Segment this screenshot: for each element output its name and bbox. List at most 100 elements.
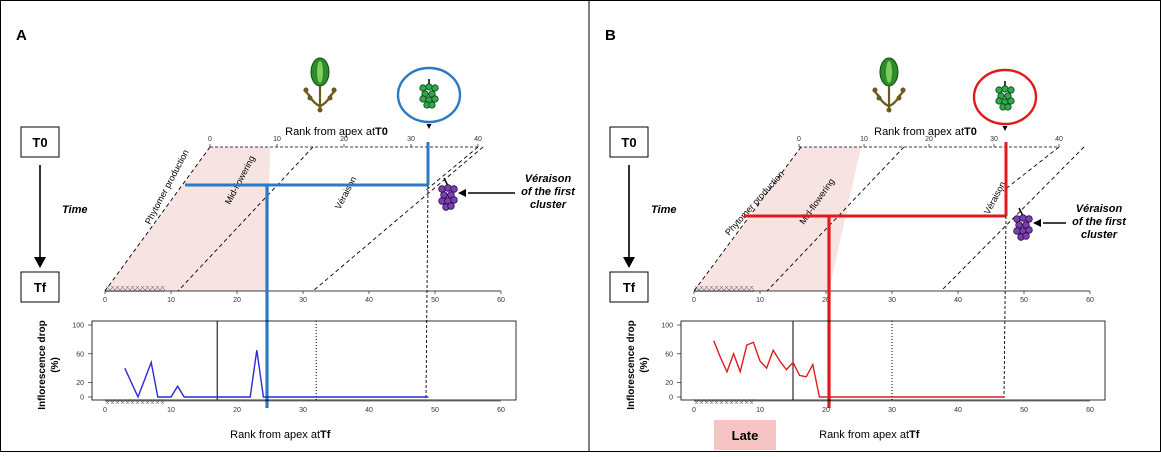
bottom-axis-hatch [105, 286, 165, 292]
tf-label: Tf [623, 280, 636, 295]
plot-x-tick-label: 50 [1020, 407, 1028, 414]
plot-y-tick-label: 20 [665, 380, 673, 387]
green-grape-icon [419, 79, 439, 109]
grape-berry [419, 95, 427, 103]
grape-berry [1004, 103, 1012, 111]
flower-stamen [307, 95, 313, 101]
plot-y-tick-label: 100 [72, 323, 84, 330]
bottom-axis-label-bold: Tf [320, 429, 331, 441]
phase-label: Véraison [333, 175, 359, 211]
top-axis-tick-label: 0 [797, 136, 801, 143]
purple-grape-berry [1025, 215, 1033, 223]
purple-grape-berry [444, 184, 452, 192]
purple-grape-berry [1025, 226, 1033, 234]
circle-pointer-head [1002, 126, 1008, 131]
t0-box [20, 126, 60, 158]
grape-berry [419, 84, 427, 92]
tf-box [20, 271, 60, 303]
plot-y-tick-label: 60 [665, 351, 673, 358]
panel-label: B [605, 27, 616, 44]
bottom-axis-tick-label: 20 [822, 297, 830, 304]
grape-berry [1007, 97, 1015, 105]
purple-grape-berry [1013, 215, 1021, 223]
bottom-axis-tick-label: 40 [365, 297, 373, 304]
veraison-note-line: cluster [1081, 229, 1118, 241]
flower-stamen [317, 107, 323, 113]
top-axis-tick-label: 20 [340, 136, 348, 143]
top-axis-label: Rank from apex at [874, 126, 964, 138]
grape-berry [431, 95, 439, 103]
purple-grape-berry [440, 191, 448, 199]
phase-label: Véraison [982, 180, 1008, 216]
bottom-axis-tick-label: 60 [1086, 297, 1094, 304]
flower-stamen [900, 87, 906, 93]
bottom-axis-tick-label: 20 [233, 297, 241, 304]
drop-series-line [124, 350, 429, 399]
bottom-axis-tick-label: 10 [756, 297, 764, 304]
top-axis-tick-label: 20 [925, 136, 933, 143]
flower-stem [872, 86, 906, 112]
flower-stamen [872, 87, 878, 93]
veraison-note-line: of the first [521, 186, 576, 198]
plot-y-tick-label: 0 [80, 395, 84, 402]
grape-berry [995, 86, 1003, 94]
badge-label: Late [732, 428, 759, 443]
bottom-axis-hatch [694, 286, 754, 292]
plot-axis-hatch [105, 399, 165, 404]
plot-x-tick-label: 60 [1086, 407, 1094, 414]
top-axis-tick-label: 30 [990, 136, 998, 143]
purple-grape-berry [438, 185, 446, 193]
top-axis-tick-label: 30 [407, 136, 415, 143]
phase-diagonal [940, 146, 1085, 292]
bottom-axis-tick-label: 30 [299, 297, 307, 304]
veraison-note-line: Véraison [525, 173, 572, 185]
grape-berry [1001, 85, 1009, 93]
phase-diagonal [104, 146, 211, 292]
production-region [694, 147, 861, 291]
flower-stamen [886, 107, 892, 113]
plot-y-tick-label: 0 [669, 395, 673, 402]
badge-box [714, 420, 776, 450]
top-axis-tick-label: 10 [273, 136, 281, 143]
flower-icon [303, 57, 337, 113]
phase-diagonal [312, 146, 484, 292]
plot-frame [680, 320, 1106, 401]
bottom-axis-label: Rank from apex at [819, 429, 909, 441]
plot-frame [91, 320, 517, 401]
plot-x-tick-label: 50 [431, 407, 439, 414]
bottom-axis-tick-label: 0 [103, 297, 107, 304]
circle-pointer-head [426, 124, 432, 129]
green-grape-icon [995, 81, 1015, 111]
panel-a: A T0 Tf Time 0 10 20 30 40 Rank from apex at T0 0 1… [16, 27, 576, 441]
bottom-axis-tick-label: 60 [497, 297, 505, 304]
time-label: Time [62, 204, 87, 216]
tf-box [609, 271, 649, 303]
top-axis-tick-label: 40 [474, 136, 482, 143]
top-axis-label: Rank from apex at [285, 126, 375, 138]
purple-grape-berry [450, 196, 458, 204]
veraison-note-line: Véraison [1076, 203, 1123, 215]
panel-label: A [16, 27, 27, 44]
purple-grape-icon [438, 177, 458, 211]
flower-stamen [303, 87, 309, 93]
purple-grape-icon [1013, 207, 1033, 241]
phase-diagonal [693, 146, 802, 292]
purple-grape-berry [1019, 214, 1027, 222]
bottom-axis-label: Rank from apex at [230, 429, 320, 441]
grape-berry [425, 83, 433, 91]
time-label: Time [651, 204, 676, 216]
bottom-axis-label-bold: Tf [909, 429, 920, 441]
grape-berry [428, 101, 436, 109]
bottom-axis-tick-label: 30 [888, 297, 896, 304]
plot-x-tick-label: 40 [954, 407, 962, 414]
flower-bud-highlight [886, 61, 892, 83]
plot-y-tick-label: 60 [76, 351, 84, 358]
bottom-axis-tick-label: 40 [954, 297, 962, 304]
plot-ylabel: Inflorescence drop [626, 320, 637, 409]
production-region [105, 147, 270, 291]
grape-berry [431, 84, 439, 92]
top-axis-label-bold: T0 [375, 126, 388, 138]
bottom-axis-tick-label: 50 [1020, 297, 1028, 304]
flower-stamen [896, 95, 902, 101]
